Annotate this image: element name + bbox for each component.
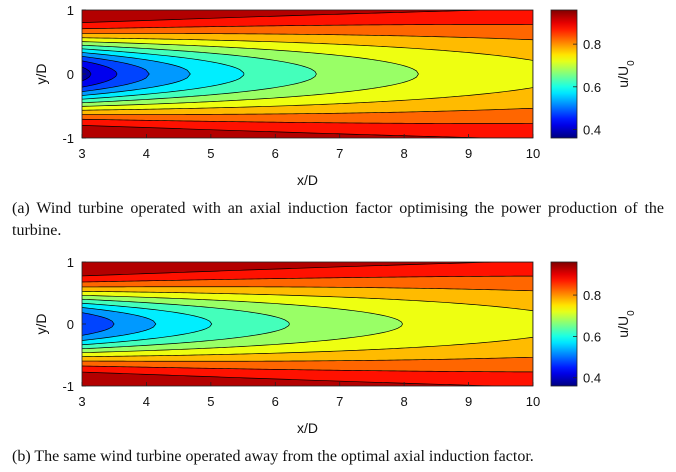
colorbar-tick-label: 0.8 xyxy=(583,288,601,303)
colorbar-tick-label: 0.6 xyxy=(583,329,601,344)
caption-a: (a) Wind turbine operated with an axial … xyxy=(12,200,664,239)
x-axis-label: x/D xyxy=(297,420,318,436)
x-tick-label: 5 xyxy=(207,394,214,409)
x-tick-label: 3 xyxy=(78,394,85,409)
colorbar-tick-label: 0.4 xyxy=(583,371,601,386)
x-tick-label: 9 xyxy=(465,146,472,161)
y-tick-label: 1 xyxy=(67,255,74,270)
contour-line-0_65 xyxy=(82,298,290,350)
contour-line-0_8 xyxy=(82,286,533,362)
panel-a: 3 4 5 6 7 8 9 10 -1 0 1 x/D y/D 0.4 0.6 0.8 u/U0 (a) Win… xyxy=(12,3,664,239)
contour-line-0_45 xyxy=(82,60,118,88)
contour-line-0_75 xyxy=(82,290,533,358)
colorbar xyxy=(550,261,578,387)
x-tick-label: 3 xyxy=(78,146,85,161)
contour-line-0_4 xyxy=(82,66,92,82)
contour-line-0_85 xyxy=(82,24,533,124)
y-axis-label: y/D xyxy=(33,314,49,335)
contour-line-0_75 xyxy=(82,37,533,111)
panel-b: 3 4 5 6 7 8 9 10 -1 0 1 x/D y/D 0.4 0.6 0.8 u/U0 (b) The… xyxy=(0,252,676,472)
x-tick-label: 6 xyxy=(272,394,279,409)
y-tick-label: 0 xyxy=(67,67,74,82)
y-axis-label: y/D xyxy=(33,64,49,85)
x-tick-label: 8 xyxy=(401,146,408,161)
y-tick-label: 1 xyxy=(67,3,74,18)
contour-plot-b: 3 4 5 6 7 8 9 10 -1 0 1 x/D y/D 0.4 0.6 0.8 u/U0 xyxy=(33,255,637,436)
x-tick-label: 10 xyxy=(526,146,540,161)
colorbar-label: u/U0 xyxy=(615,60,637,88)
contour-line-0_9 xyxy=(82,10,533,138)
x-tick-label: 6 xyxy=(272,146,279,161)
contour-plot-a: 3 4 5 6 7 8 9 10 -1 0 1 x/D y/D 0.4 0.6 0.8 u/U0 xyxy=(33,3,637,188)
x-tick-label: 4 xyxy=(143,394,150,409)
contour-line-0_6 xyxy=(82,302,213,346)
contour-line-0_8 xyxy=(82,33,533,115)
contour-line-0_85 xyxy=(82,275,533,373)
contour-line-0_7 xyxy=(82,294,403,354)
x-tick-label: 4 xyxy=(143,146,150,161)
x-tick-label: 7 xyxy=(336,394,343,409)
contour-lines xyxy=(82,262,533,386)
colorbar-tick-label: 0.8 xyxy=(583,37,601,52)
y-tick-label: 0 xyxy=(67,317,74,332)
x-tick-label: 5 xyxy=(207,146,214,161)
x-tick-label: 7 xyxy=(336,146,343,161)
y-tick-label: -1 xyxy=(62,131,74,146)
contour-line-0_65 xyxy=(82,44,317,104)
y-tick-label: -1 xyxy=(62,379,74,394)
x-axis-label: x/D xyxy=(297,172,318,188)
contour-line-0_6 xyxy=(82,48,245,100)
x-tick-label: 10 xyxy=(526,394,540,409)
colorbar-tick-label: 0.6 xyxy=(583,80,601,95)
contour-lines xyxy=(82,10,533,138)
contour-bands xyxy=(82,10,533,138)
contour-line-0_55 xyxy=(82,52,191,96)
contour-line-0_7 xyxy=(82,41,419,107)
colorbar-tick-label: 0.4 xyxy=(583,122,601,137)
contour-line-0_5 xyxy=(82,312,115,336)
colorbar xyxy=(550,9,578,139)
contour-line-0_5 xyxy=(82,56,150,92)
colorbar-label: u/U0 xyxy=(615,310,637,338)
x-tick-label: 8 xyxy=(401,394,408,409)
contour-line-0_55 xyxy=(82,307,157,341)
contour-line-0_9 xyxy=(82,262,533,386)
x-tick-label: 9 xyxy=(465,394,472,409)
caption-b: (b) The same wind turbine operated away … xyxy=(12,448,534,465)
contour-band-0_4 xyxy=(82,67,92,81)
